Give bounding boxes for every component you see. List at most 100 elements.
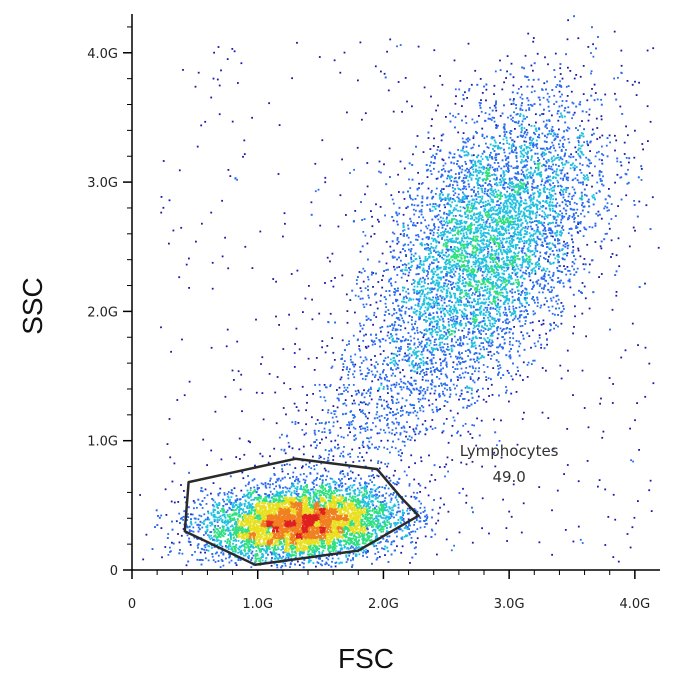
data-point: [218, 504, 221, 506]
data-point: [413, 524, 415, 526]
data-point: [364, 484, 367, 486]
data-point: [341, 514, 343, 517]
data-point: [367, 519, 369, 521]
data-point: [288, 545, 290, 547]
data-point: [379, 522, 381, 525]
data-point: [505, 527, 508, 529]
data-point: [291, 496, 294, 499]
data-point: [273, 517, 276, 520]
data-point: [239, 502, 242, 504]
data-point: [300, 543, 303, 545]
data-point: [374, 552, 377, 555]
data-point: [204, 551, 206, 554]
data-point: [295, 478, 297, 481]
data-point: [223, 520, 226, 523]
data-point: [330, 521, 332, 524]
data-point: [232, 503, 234, 506]
data-point: [361, 510, 363, 513]
data-point: [320, 539, 323, 542]
data-point: [356, 525, 358, 527]
data-point: [353, 483, 356, 486]
data-point: [227, 519, 229, 522]
data-point: [328, 534, 330, 537]
data-point: [355, 532, 358, 534]
data-point: [252, 517, 255, 520]
data-point: [310, 559, 312, 562]
data-point: [320, 537, 323, 540]
data-point: [235, 543, 238, 546]
data-point: [244, 528, 246, 531]
data-point: [377, 551, 380, 553]
data-point: [308, 501, 310, 504]
data-point: [311, 536, 314, 538]
data-point: [257, 512, 260, 515]
data-point: [227, 515, 229, 518]
data-point: [223, 500, 225, 503]
data-point: [339, 522, 341, 525]
data-point: [203, 548, 206, 551]
data-point: [368, 535, 371, 538]
data-point: [237, 540, 240, 542]
data-point: [277, 491, 280, 494]
data-point: [333, 535, 335, 538]
data-point: [205, 531, 208, 533]
data-point: [288, 513, 291, 516]
data-point: [358, 534, 361, 536]
data-point: [336, 538, 339, 541]
data-point: [398, 527, 401, 530]
data-point: [330, 502, 332, 504]
data-point: [186, 534, 189, 537]
data-point: [305, 506, 308, 508]
data-point: [226, 509, 229, 512]
data-point: [228, 529, 231, 532]
data-point: [269, 551, 272, 553]
data-point: [337, 489, 340, 491]
data-point: [360, 518, 363, 521]
data-point: [362, 551, 364, 554]
data-point: [356, 528, 358, 531]
data-point: [349, 547, 352, 549]
data-point: [326, 540, 329, 542]
data-point: [318, 545, 321, 547]
data-point: [259, 521, 262, 524]
data-point: [328, 533, 330, 535]
data-point: [301, 561, 304, 564]
data-point: [269, 479, 271, 482]
data-point: [324, 490, 327, 492]
data-point: [205, 557, 207, 560]
data-point: [356, 541, 359, 543]
data-point: [196, 524, 199, 526]
data-point: [268, 486, 271, 489]
data-point: [304, 545, 306, 547]
data-point: [214, 524, 217, 527]
data-point: [373, 517, 376, 520]
data-point: [224, 530, 227, 532]
data-point: [244, 484, 247, 487]
data-point: [272, 497, 275, 500]
data-point: [383, 548, 386, 551]
data-point: [277, 548, 280, 550]
data-point: [282, 522, 285, 525]
data-point: [264, 507, 267, 510]
data-point: [301, 556, 304, 558]
data-point: [300, 532, 303, 535]
data-point: [282, 555, 285, 558]
data-point: [367, 502, 369, 504]
data-point: [365, 482, 368, 485]
data-point: [277, 553, 279, 556]
data-point: [216, 536, 219, 539]
data-point: [406, 527, 409, 530]
data-point: [204, 488, 207, 491]
data-point: [281, 520, 284, 523]
data-point: [287, 548, 290, 550]
data-point: [211, 555, 214, 558]
data-point: [258, 541, 261, 544]
data-point: [251, 518, 254, 520]
data-point: [358, 536, 360, 539]
data-point: [352, 489, 355, 492]
data-point: [241, 496, 244, 498]
data-point: [392, 493, 394, 496]
data-point: [336, 522, 339, 524]
data-point: [344, 535, 347, 537]
